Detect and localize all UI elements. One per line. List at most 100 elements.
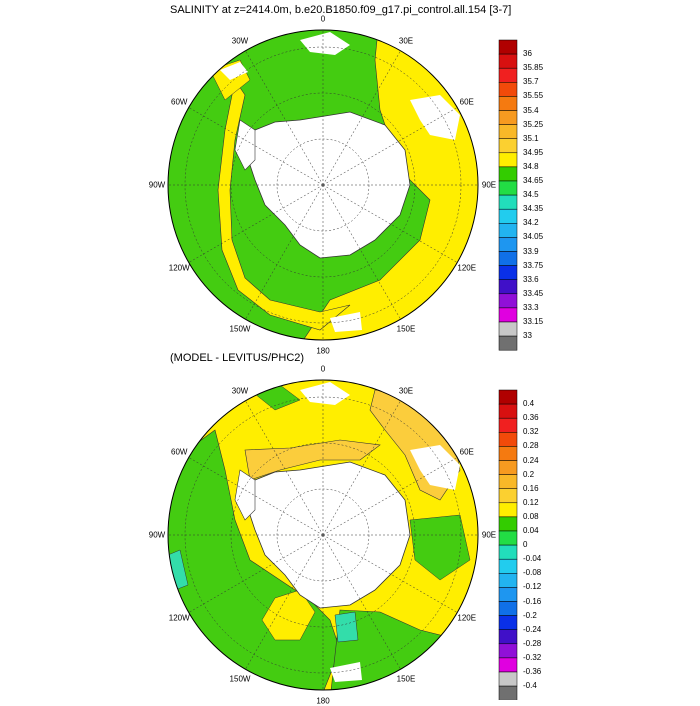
colorbar-label: -0.4: [523, 681, 537, 691]
longitude-label: 30W: [231, 36, 249, 46]
colorbar-swatch: [498, 488, 518, 504]
colorbar-label: -0.08: [523, 568, 542, 578]
colorbar-label: 0.16: [523, 483, 539, 493]
colorbar-swatch: [498, 558, 518, 574]
colorbar-label: 36: [523, 49, 532, 59]
colorbar-label: 35.7: [523, 77, 539, 87]
colorbar-swatch: [498, 138, 518, 154]
longitude-label: 120W: [168, 613, 190, 623]
colorbar-label: 33.45: [523, 288, 544, 298]
colorbar-label: 0.2: [523, 469, 535, 479]
colorbar-swatch: [498, 39, 518, 55]
colorbar-label: 33.3: [523, 302, 539, 312]
colorbar-label: 33.6: [523, 274, 539, 284]
colorbar-label: 35.85: [523, 63, 544, 73]
top-salinity-map: [167, 29, 479, 341]
longitude-label: 60E: [459, 447, 474, 457]
colorbar-label: 34.95: [523, 147, 544, 157]
colorbar-swatch: [498, 279, 518, 295]
colorbar-label: 0: [523, 540, 528, 550]
colorbar-swatch: [498, 587, 518, 602]
longitude-label: 90W: [148, 530, 166, 540]
longitude-label: 0: [320, 364, 326, 374]
colorbar-swatch: [498, 417, 518, 433]
colorbar-swatch: [498, 293, 518, 309]
longitude-label: 180: [316, 696, 330, 706]
colorbar-swatch: [498, 685, 518, 700]
colorbar-label: 0.28: [523, 441, 539, 451]
colorbar-label: -0.2: [523, 610, 537, 620]
top-colorbar: [498, 39, 518, 351]
colorbar-swatch: [498, 671, 518, 687]
colorbar-label: -0.04: [523, 554, 542, 564]
longitude-label: 120E: [457, 263, 477, 273]
colorbar-label: 34.2: [523, 218, 539, 228]
colorbar-label: 35.4: [523, 105, 539, 115]
colorbar-swatch: [498, 432, 518, 447]
colorbar-swatch: [498, 544, 518, 560]
longitude-label: 30W: [231, 386, 249, 396]
colorbar-swatch: [498, 53, 518, 69]
colorbar-label: 34.65: [523, 176, 544, 185]
colorbar-label: 34.35: [523, 204, 544, 214]
colorbar-swatch: [498, 251, 518, 266]
longitude-label: 60W: [171, 447, 188, 457]
colorbar-swatch: [498, 110, 518, 125]
colorbar-swatch: [498, 474, 518, 489]
longitude-label: 90W: [148, 180, 166, 190]
colorbar-swatch: [498, 166, 518, 182]
colorbar-label: 34.5: [523, 190, 539, 200]
colorbar-label: -0.12: [523, 582, 542, 592]
colorbar-label: 33.15: [523, 317, 544, 326]
colorbar-label: 0.36: [523, 413, 539, 423]
colorbar-swatch: [498, 389, 518, 405]
longitude-label: 120W: [168, 263, 190, 273]
colorbar-label: -0.28: [523, 638, 542, 648]
colorbar-label: 35.25: [523, 119, 544, 129]
colorbar-swatch: [498, 446, 518, 461]
colorbar-label: 0.08: [523, 511, 539, 521]
colorbar-swatch: [498, 223, 518, 238]
colorbar-swatch: [498, 321, 518, 337]
longitude-label: 180: [316, 346, 330, 356]
colorbar-swatch: [498, 615, 518, 630]
colorbar-label: 0.04: [523, 526, 539, 535]
colorbar-label: 35.1: [523, 133, 539, 143]
colorbar-label: 33.75: [523, 260, 544, 270]
colorbar-swatch: [498, 180, 518, 196]
colorbar-swatch: [498, 643, 518, 659]
longitude-label: 30E: [398, 36, 414, 46]
colorbar-label: 34.8: [523, 161, 539, 171]
colorbar-swatch: [498, 82, 518, 97]
colorbar-swatch: [498, 657, 518, 673]
colorbar-swatch: [498, 335, 518, 351]
longitude-label: 0: [320, 14, 326, 24]
longitude-label: 30E: [398, 386, 414, 396]
longitude-label: 120E: [457, 613, 477, 623]
longitude-label: 60E: [459, 97, 474, 107]
colorbar-label: 34.05: [523, 232, 544, 242]
bottom-colorbar: [498, 389, 518, 700]
colorbar-swatch: [498, 208, 518, 224]
colorbar-label: 0.4: [523, 399, 535, 409]
colorbar-swatch: [498, 67, 518, 83]
colorbar-label: 0.32: [523, 427, 539, 437]
colorbar-swatch: [498, 307, 518, 323]
colorbar-swatch: [498, 194, 518, 210]
colorbar-swatch: [498, 573, 518, 588]
colorbar-label: 33: [523, 331, 532, 341]
colorbar-swatch: [498, 516, 518, 532]
longitude-label: 150E: [396, 324, 416, 334]
colorbar-label: -0.24: [523, 624, 542, 634]
colorbar-swatch: [498, 530, 518, 546]
colorbar-swatch: [498, 152, 518, 168]
colorbar-label: 0.12: [523, 497, 539, 507]
bottom-difference-map: [167, 379, 479, 691]
colorbar-swatch: [498, 124, 518, 139]
colorbar-swatch: [498, 629, 518, 645]
longitude-label: 150E: [396, 674, 416, 684]
longitude-label: 150W: [229, 324, 251, 334]
colorbar-swatch: [498, 265, 518, 280]
colorbar-swatch: [498, 237, 518, 252]
